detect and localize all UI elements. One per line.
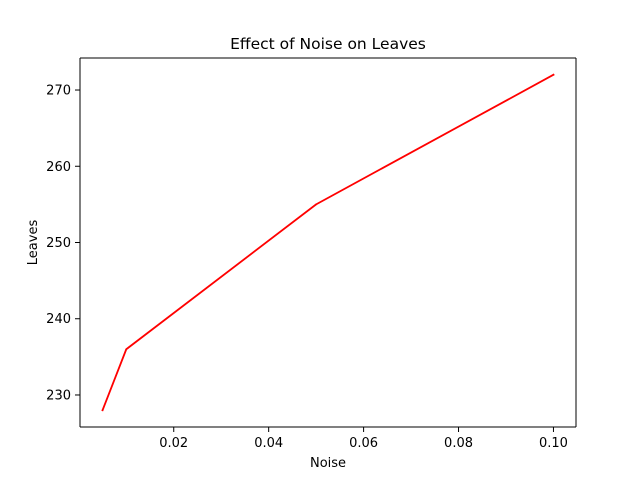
data-point — [315, 203, 318, 206]
y-axis-ticks: 230 240 250 260 270 — [46, 84, 80, 403]
y-tick-label: 260 — [46, 160, 71, 175]
x-tick-label: 0.08 — [444, 436, 473, 451]
y-axis-title: Leaves — [26, 220, 41, 266]
y-tick-label: 270 — [46, 84, 71, 99]
x-axis-ticks: 0.02 0.04 0.06 0.08 0.10 — [159, 427, 568, 451]
y-tick-label: 250 — [46, 236, 71, 251]
series-line — [101, 73, 555, 412]
data-point — [125, 348, 128, 351]
x-tick-label: 0.10 — [539, 436, 568, 451]
y-tick-label: 230 — [46, 388, 71, 403]
plot-background — [80, 58, 576, 427]
y-tick-label: 240 — [46, 312, 71, 327]
data-point — [101, 409, 104, 412]
chart-title: Effect of Noise on Leaves — [230, 35, 426, 53]
x-axis-title: Noise — [310, 456, 346, 471]
x-tick-label: 0.02 — [159, 436, 188, 451]
data-point — [552, 73, 555, 76]
x-tick-label: 0.04 — [254, 436, 283, 451]
series-points — [101, 73, 555, 412]
x-tick-label: 0.06 — [349, 436, 378, 451]
plot-area — [80, 58, 576, 427]
